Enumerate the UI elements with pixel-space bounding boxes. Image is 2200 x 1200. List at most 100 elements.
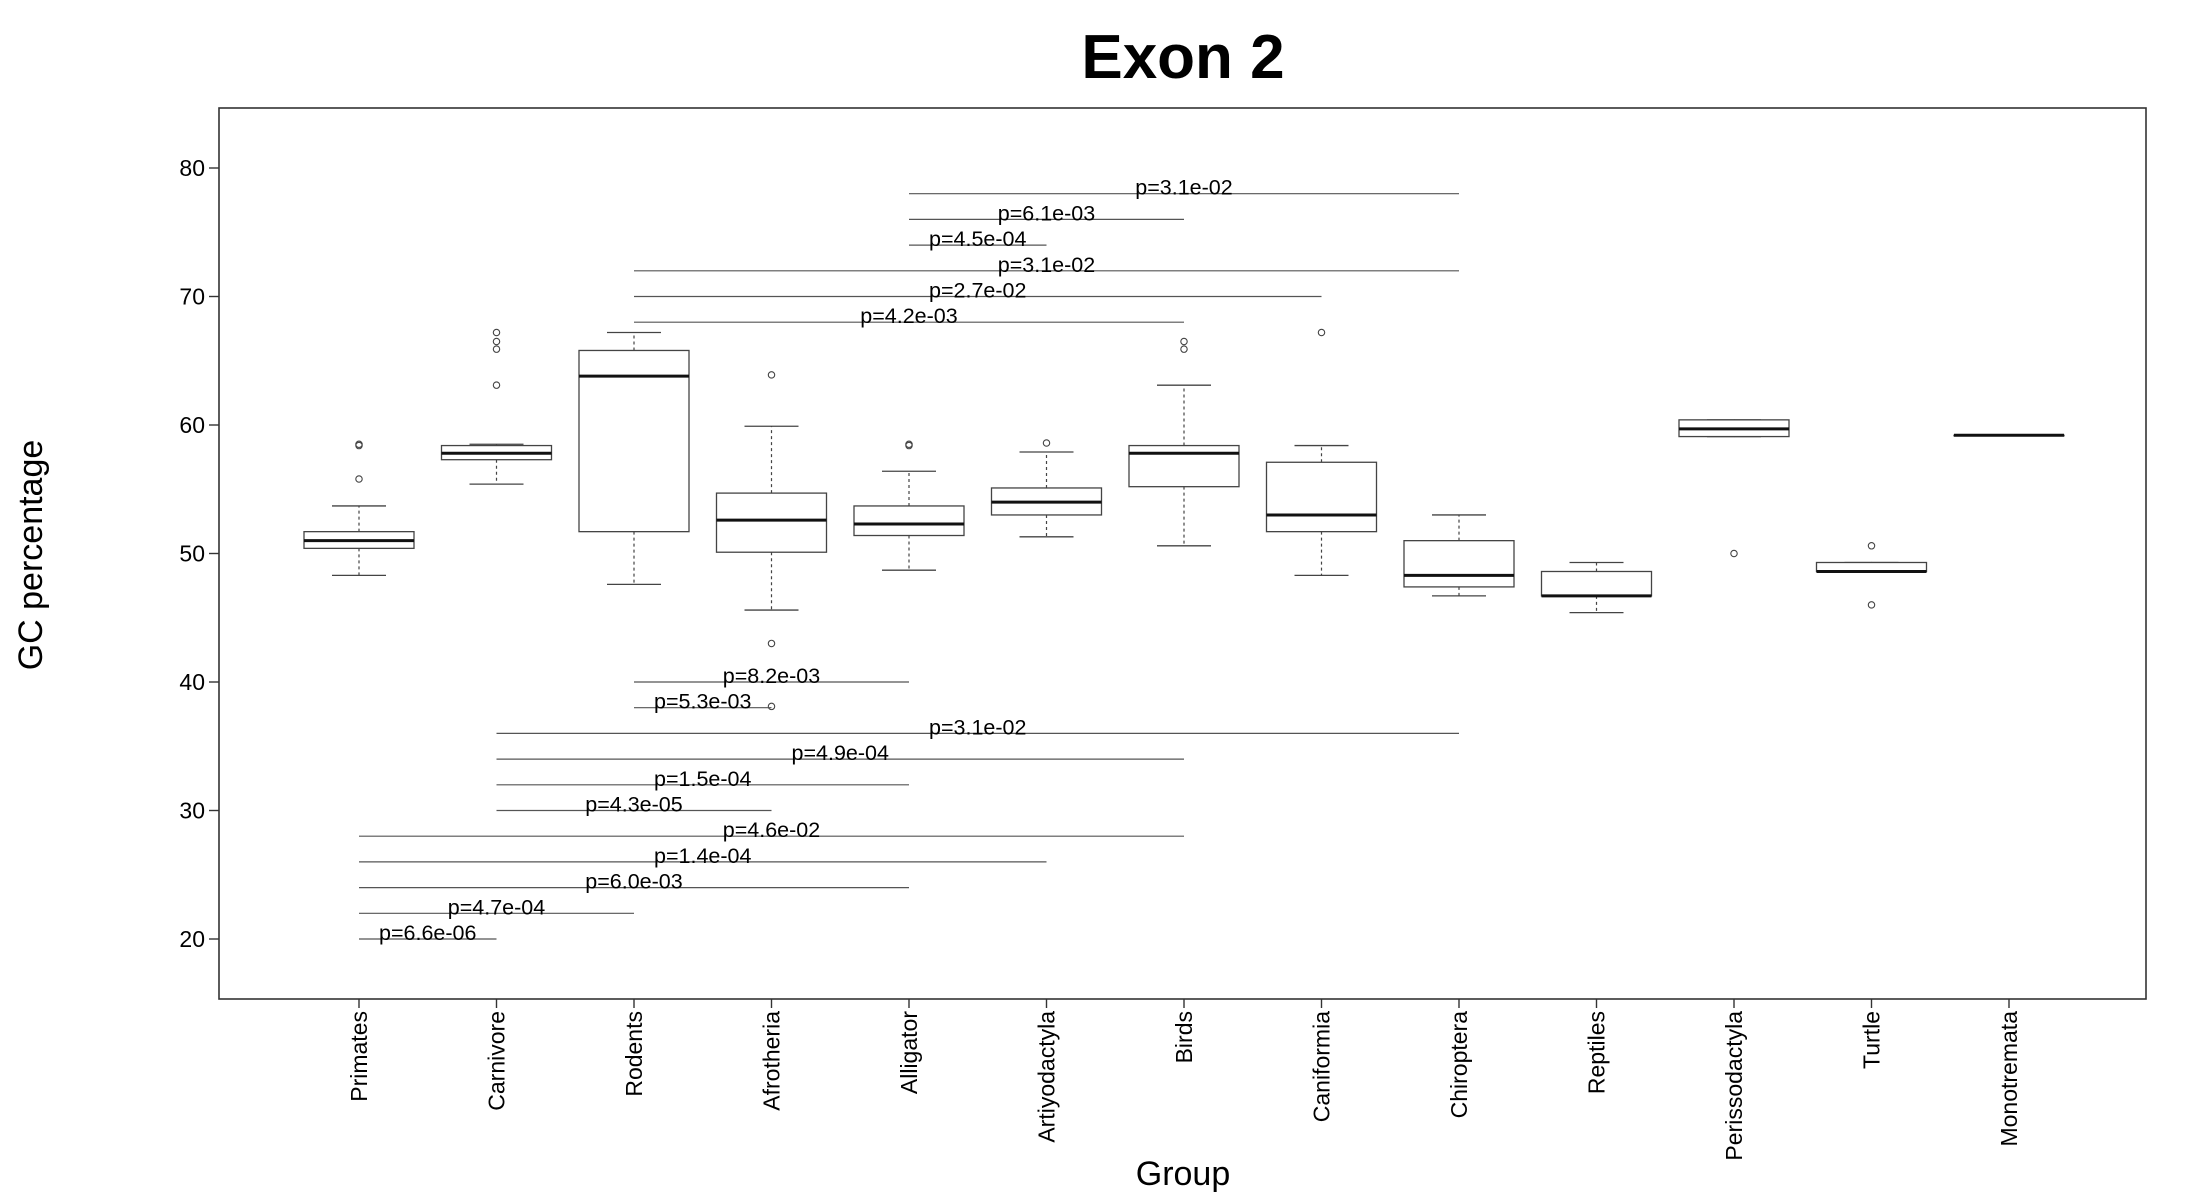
x-tick-label: Artiyodactyla <box>1034 1011 1060 1143</box>
p-value-label: p=4.2e-03 <box>860 304 957 328</box>
outlier-point <box>492 345 501 353</box>
p-value-label: p=3.1e-02 <box>998 253 1095 277</box>
y-tick-label: 20 <box>179 926 205 952</box>
y-tick-label: 50 <box>179 541 205 567</box>
box-afrotheria <box>715 371 828 711</box>
box-iqr <box>1540 570 1653 597</box>
box-rodents <box>578 331 690 585</box>
p-value-label: p=3.1e-02 <box>929 715 1026 739</box>
y-tick-label: 40 <box>179 669 205 695</box>
plot-frame <box>218 107 2147 1000</box>
x-tick-label: Reptiles <box>1584 1011 1610 1094</box>
x-tick-label: Monotremata <box>1996 1011 2022 1147</box>
y-tick-label: 80 <box>179 155 205 181</box>
y-tick-label: 70 <box>179 284 205 310</box>
comparison-rodents-chiroptera: p=3.1e-02 <box>634 253 1459 277</box>
p-value-label: p=4.6e-02 <box>723 818 820 842</box>
box-iqr <box>715 492 828 553</box>
x-tick-label: Caniformia <box>1309 1011 1335 1122</box>
box-chiroptera <box>1403 514 1515 597</box>
box-iqr <box>1265 461 1378 533</box>
comparison-rodents-alligator: p=8.2e-03 <box>634 664 909 688</box>
outlier-point <box>1042 439 1051 447</box>
x-tick-label: Perissodactyla <box>1721 1011 1747 1161</box>
box-carnivore <box>440 328 553 485</box>
box-primates <box>303 440 415 576</box>
p-value-label: p=4.9e-04 <box>792 741 889 765</box>
comparison-primates-birds: p=4.6e-02 <box>359 818 1184 842</box>
outlier-point <box>767 702 776 711</box>
x-tick-label: Alligator <box>896 1011 922 1094</box>
comparison-carnivore-chiroptera: p=3.1e-02 <box>496 715 1459 739</box>
box-artiyodactyla <box>990 439 1103 538</box>
x-tick-label: Birds <box>1171 1011 1197 1063</box>
p-value-label: p=6.6e-06 <box>379 921 476 945</box>
box-iqr <box>1128 444 1240 488</box>
x-axis-ticks: Primates Carnivore Rodents Afrotheria Alliga… <box>346 999 2022 1161</box>
box-caniformia <box>1265 328 1378 576</box>
x-tick-label: Chiroptera <box>1446 1011 1472 1119</box>
comparison-alligator-artiyodactyla: p=4.5e-04 <box>909 227 1047 251</box>
y-tick-label: 30 <box>179 798 205 824</box>
outlier-point <box>1867 542 1876 550</box>
comparison-rodents-afrotheria: p=5.3e-03 <box>634 690 772 714</box>
outlier-point <box>1180 345 1188 353</box>
comparison-primates-alligator: p=6.0e-03 <box>359 870 909 894</box>
comparison-primates-rodents: p=4.7e-04 <box>359 895 634 919</box>
outlier-point <box>492 337 501 346</box>
box-perissodactyla <box>1678 419 1790 558</box>
box-iqr <box>578 349 690 533</box>
y-tick-label: 60 <box>179 412 205 438</box>
p-value-label: p=4.7e-04 <box>448 895 545 919</box>
x-axis-label: Group <box>1136 1155 1231 1193</box>
outlier-point <box>1730 549 1738 558</box>
p-value-label: p=4.3e-05 <box>585 793 682 817</box>
comparison-alligator-birds: p=6.1e-03 <box>909 201 1184 225</box>
p-value-label: p=2.7e-02 <box>929 279 1026 303</box>
chart-title: Exon 2 <box>1081 23 1284 92</box>
comparison-rodents-caniformia: p=2.7e-02 <box>634 279 1322 303</box>
x-tick-label: Rodents <box>621 1011 647 1097</box>
p-value-label: p=6.1e-03 <box>998 201 1095 225</box>
comparison-alligator-chiroptera: p=3.1e-02 <box>909 176 1459 200</box>
outlier-point <box>905 440 913 449</box>
outlier-point <box>1867 601 1876 609</box>
p-value-label: p=6.0e-03 <box>585 870 682 894</box>
box-reptiles <box>1540 561 1653 614</box>
significance-annotations: p=3.1e-02p=6.1e-03p=4.5e-04p=3.1e-02p=2.… <box>359 176 1459 945</box>
comparison-carnivore-birds: p=4.9e-04 <box>496 741 1184 765</box>
box-iqr <box>853 505 965 537</box>
outlier-point <box>355 440 363 449</box>
outlier-point <box>1317 328 1326 337</box>
p-value-label: p=3.1e-02 <box>1135 176 1232 200</box>
box-alligator <box>853 440 965 571</box>
p-value-label: p=1.4e-04 <box>654 844 751 868</box>
x-tick-label: Afrotheria <box>759 1011 785 1111</box>
comparison-carnivore-afrotheria: p=4.3e-05 <box>496 793 772 817</box>
outlier-point <box>355 475 363 483</box>
outlier-point <box>767 371 776 379</box>
outlier-point <box>492 328 501 337</box>
p-value-label: p=1.5e-04 <box>654 767 751 791</box>
box-birds <box>1128 337 1240 547</box>
x-tick-label: Carnivore <box>484 1011 510 1111</box>
y-axis-ticks: 20 30 40 50 60 70 80 <box>179 155 219 952</box>
box-series <box>303 328 2065 711</box>
comparison-rodents-birds: p=4.2e-03 <box>634 304 1184 328</box>
outlier-point <box>492 381 501 389</box>
box-iqr <box>1403 540 1515 588</box>
box-turtle <box>1815 542 1928 609</box>
x-tick-label: Turtle <box>1859 1011 1885 1069</box>
outlier-point <box>767 639 776 648</box>
x-tick-label: Primates <box>346 1011 372 1102</box>
p-value-label: p=4.5e-04 <box>929 227 1026 251</box>
comparison-carnivore-alligator: p=1.5e-04 <box>496 767 909 791</box>
y-axis-label: GC percentage <box>12 440 50 671</box>
p-value-label: p=5.3e-03 <box>654 690 751 714</box>
outlier-point <box>1180 337 1188 346</box>
box-monotremata <box>1953 433 2065 437</box>
p-value-label: p=8.2e-03 <box>723 664 820 688</box>
comparison-primates-artiyodactyla: p=1.4e-04 <box>359 844 1047 868</box>
comparison-primates-carnivore: p=6.6e-06 <box>359 921 497 945</box>
